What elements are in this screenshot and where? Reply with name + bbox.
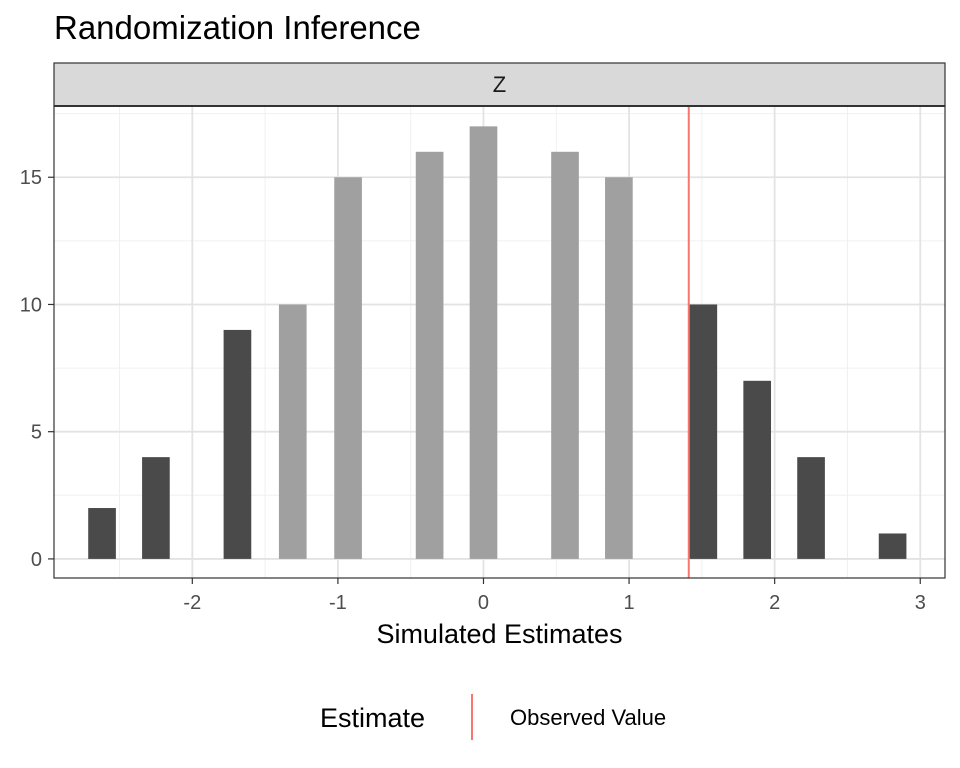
histogram-bar — [689, 304, 718, 559]
histogram-bar — [605, 177, 633, 559]
histogram-bar — [334, 177, 362, 559]
y-tick-label: 10 — [20, 294, 42, 316]
histogram-bar — [551, 151, 579, 559]
x-tick-label: 1 — [624, 592, 635, 614]
x-tick-label: 3 — [915, 592, 926, 614]
y-tick-label: 15 — [20, 167, 42, 189]
plot-panel — [54, 106, 945, 578]
y-tick-label: 0 — [31, 549, 42, 571]
histogram-bar — [878, 533, 907, 559]
histogram-bar — [797, 457, 825, 559]
chart-title: Randomization Inference — [54, 9, 421, 46]
histogram-bar — [88, 508, 116, 559]
histogram-bar — [142, 457, 170, 559]
facet-strip — [53, 62, 946, 107]
x-axis-label: Simulated Estimates — [376, 619, 622, 649]
legend-item-observed-value: Observed Value — [510, 705, 666, 730]
histogram-bar — [223, 329, 252, 559]
histogram-bars — [88, 126, 907, 559]
x-tick-label: 0 — [478, 592, 489, 614]
legend: Estimate Observed Value — [320, 694, 666, 740]
axes: -2 -1 0 1 2 3 0 5 10 15 — [20, 167, 926, 614]
histogram-bar — [278, 304, 307, 559]
y-tick-label: 5 — [31, 422, 42, 444]
facet-strip-label: Z — [493, 72, 506, 97]
histogram-bar — [743, 380, 772, 559]
histogram-bar — [469, 126, 498, 559]
x-tick-label: 2 — [769, 592, 780, 614]
x-tick-label: -1 — [329, 592, 347, 614]
legend-title: Estimate — [320, 703, 425, 733]
x-tick-label: -2 — [183, 592, 201, 614]
histogram-bar — [415, 151, 444, 559]
